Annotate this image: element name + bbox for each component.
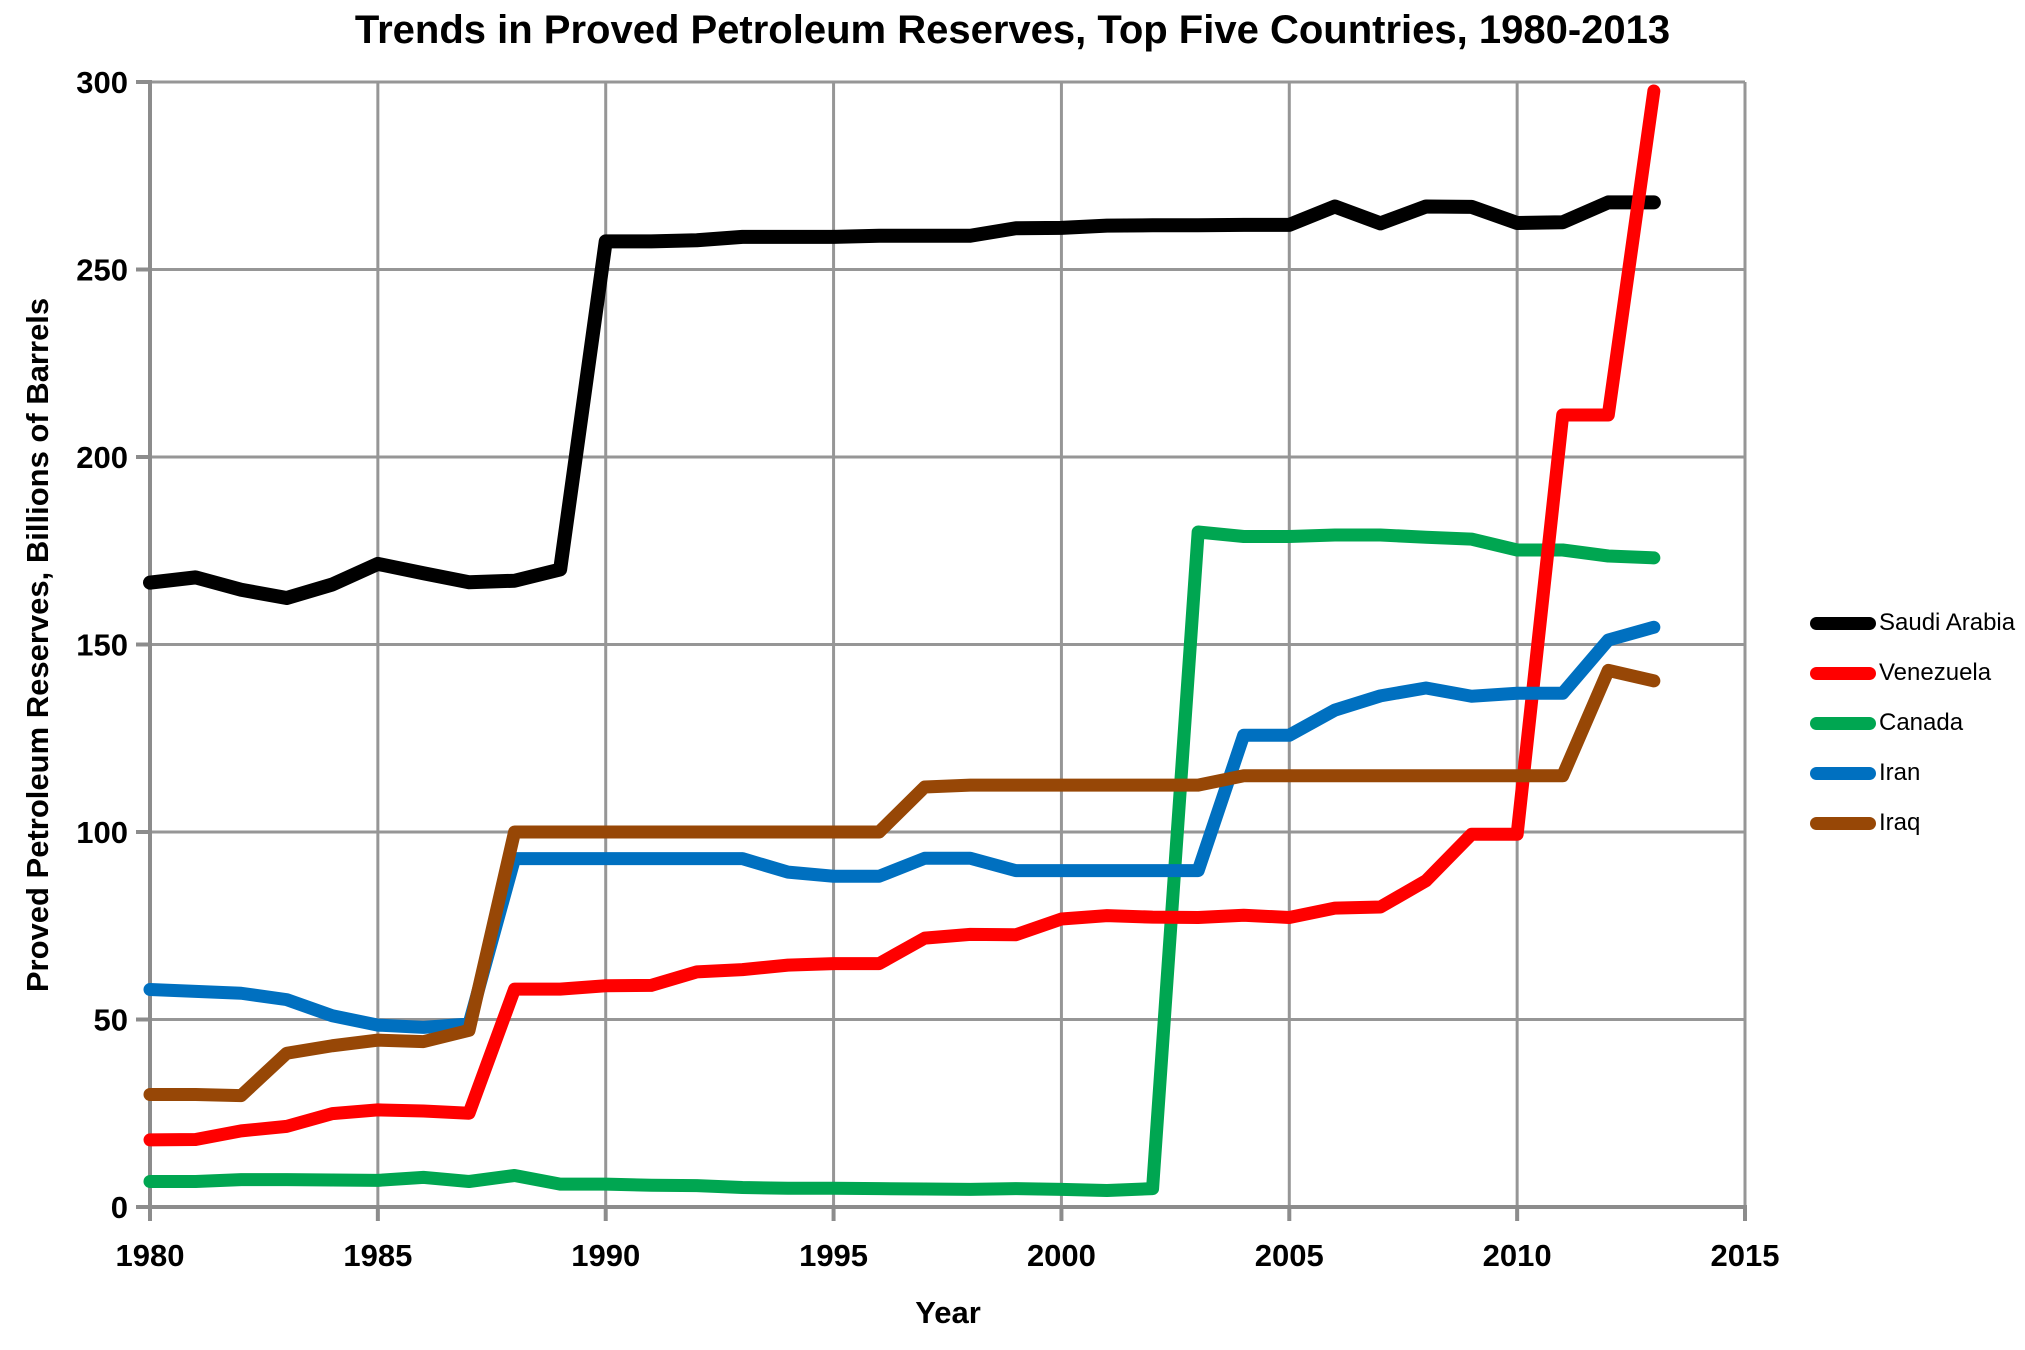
series-layer xyxy=(143,84,1661,1197)
legend-label: Iran xyxy=(1879,759,1921,786)
x-tick-label: 2010 xyxy=(1483,1238,1552,1273)
legend-label: Iraq xyxy=(1879,809,1921,836)
x-axis-title: Year xyxy=(915,1295,981,1330)
series-line-canada xyxy=(143,525,1661,1197)
x-tick-label: 1985 xyxy=(343,1238,412,1273)
legend-item-iran: Iran xyxy=(1810,748,2015,798)
tick-label-layer: 1980 1985 1990 1995 2000 2005 2010 2015 0 50 100 15… xyxy=(76,65,1779,1273)
x-tick-label: 1980 xyxy=(116,1238,185,1273)
legend-swatch-iran xyxy=(1810,766,1876,780)
x-tick-label: 1990 xyxy=(571,1238,640,1273)
x-tick-label: 1995 xyxy=(799,1238,868,1273)
legend-item-venezuela: Venezuela xyxy=(1810,648,2015,698)
chart-title: Trends in Proved Petroleum Reserves, Top… xyxy=(354,8,1671,52)
legend-swatch-canada xyxy=(1810,716,1876,730)
y-axis-title: Proved Petroleum Reserves, Billions of B… xyxy=(20,297,55,993)
x-tick-label: 2000 xyxy=(1027,1238,1096,1273)
series-line-iran xyxy=(143,620,1661,1034)
legend-label: Canada xyxy=(1879,709,1964,736)
y-tick-label: 300 xyxy=(76,65,128,100)
y-tick-label: 200 xyxy=(76,440,128,475)
legend-item-saudi-arabia: Saudi Arabia xyxy=(1810,598,2015,648)
y-tick-label: 0 xyxy=(111,1190,128,1225)
y-tick-label: 50 xyxy=(94,1003,128,1038)
y-tick-label: 250 xyxy=(76,253,128,288)
series-line-saudi-arabia xyxy=(143,195,1661,605)
legend: Saudi Arabia Venezuela Canada Iran Iraq xyxy=(1810,598,2015,848)
legend-swatch-venezuela xyxy=(1810,666,1876,680)
series-line-venezuela xyxy=(143,84,1661,1147)
legend-label: Venezuela xyxy=(1879,659,1992,686)
x-tick-label: 2015 xyxy=(1711,1238,1780,1273)
legend-swatch-saudi-arabia xyxy=(1810,616,1876,630)
legend-label: Saudi Arabia xyxy=(1879,609,2016,636)
axis-layer xyxy=(136,80,1747,1221)
y-tick-label: 100 xyxy=(76,815,128,850)
series-line-iraq xyxy=(143,663,1661,1103)
x-tick-label: 2005 xyxy=(1255,1238,1324,1273)
y-tick-label: 150 xyxy=(76,628,128,663)
legend-swatch-iraq xyxy=(1810,816,1876,830)
legend-item-iraq: Iraq xyxy=(1810,798,2015,848)
legend-item-canada: Canada xyxy=(1810,698,2015,748)
